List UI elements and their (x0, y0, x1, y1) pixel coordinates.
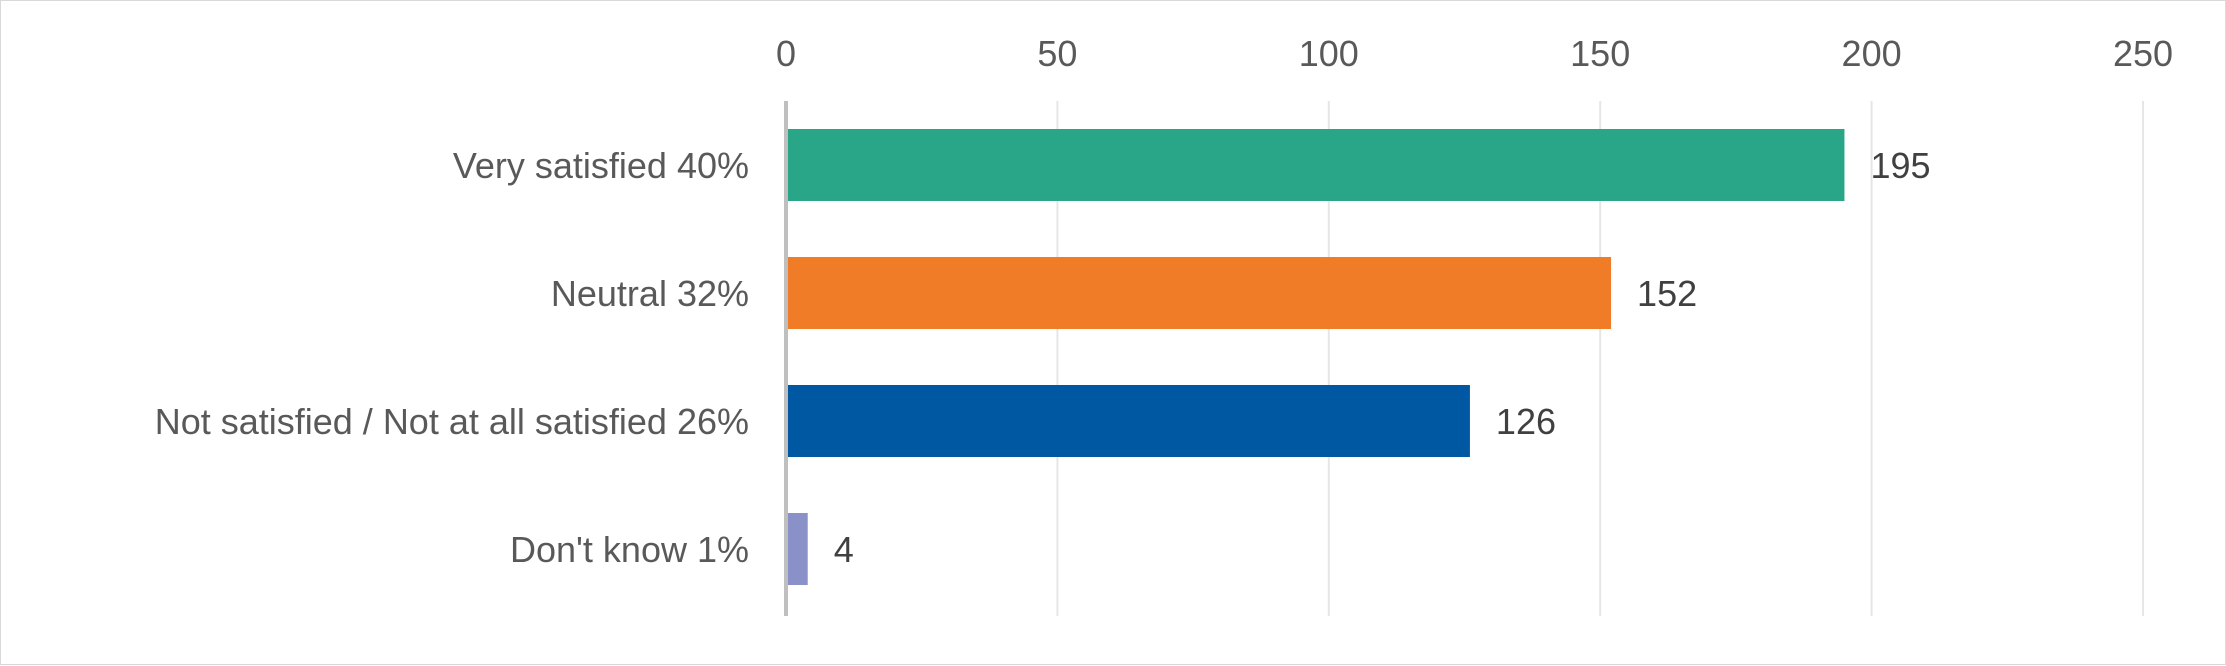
bar (786, 129, 1844, 201)
x-tick-label: 150 (1570, 33, 1630, 74)
category-label: Very satisfied 40% (453, 145, 749, 186)
x-tick-label: 50 (1037, 33, 1077, 74)
category-label: Neutral 32% (551, 273, 749, 314)
bars (786, 129, 1844, 585)
data-label: 152 (1637, 273, 1697, 314)
bar (786, 385, 1470, 457)
data-label: 195 (1870, 145, 1930, 186)
data-label: 126 (1496, 401, 1556, 442)
category-label: Not satisfied / Not at all satisfied 26% (155, 401, 749, 442)
x-axis-tick-labels: 0 50 100 150 200 250 (776, 33, 2173, 74)
category-labels: Very satisfied 40% Neutral 32% Not satisfi… (155, 145, 749, 570)
data-labels: 195 152 126 4 (834, 145, 1931, 570)
x-tick-label: 200 (1842, 33, 1902, 74)
data-label: 4 (834, 529, 854, 570)
x-tick-label: 250 (2113, 33, 2173, 74)
x-tick-label: 100 (1299, 33, 1359, 74)
category-label: Don't know 1% (510, 529, 749, 570)
bar (786, 513, 808, 585)
bar (786, 257, 1611, 329)
x-tick-label: 0 (776, 33, 796, 74)
